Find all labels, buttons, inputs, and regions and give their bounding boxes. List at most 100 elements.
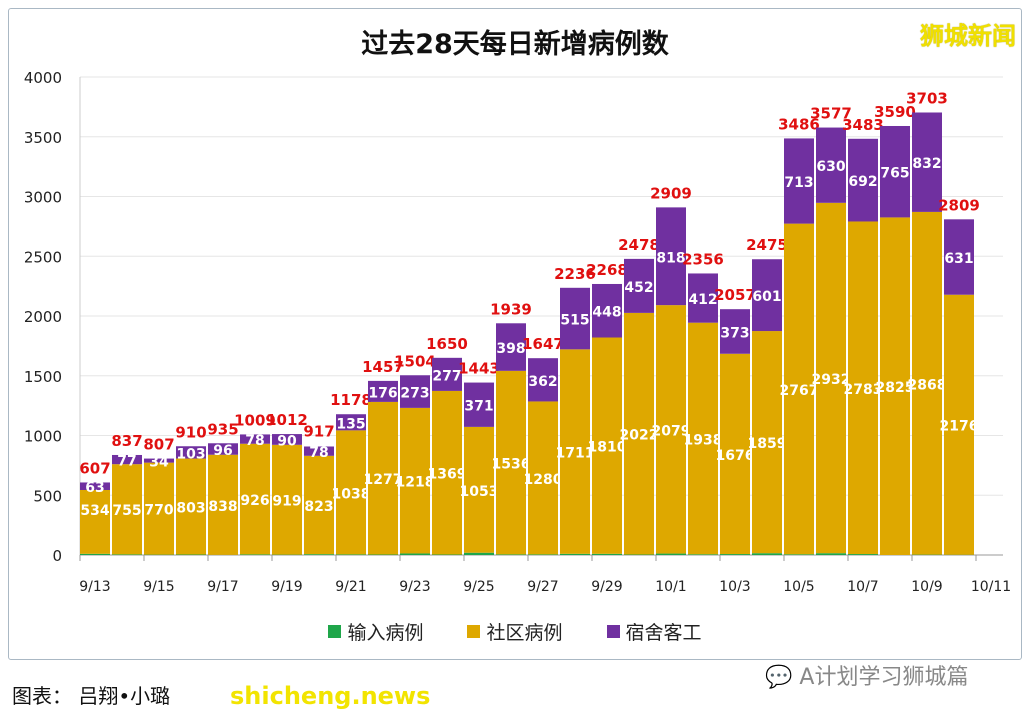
bar-dorm [304,446,334,456]
bar-dorm [624,258,654,313]
bar-community [944,294,974,555]
bar-imported [560,553,590,555]
bar-dorm [208,443,238,455]
bar-imported [464,552,494,555]
data-label-total: 1457 [362,358,404,376]
data-label-community: 1676 [716,448,755,464]
site-watermark: shicheng.news [230,682,431,710]
bar-community [112,464,142,555]
data-label-community: 803 [176,501,205,517]
data-label-dorm: 448 [592,305,621,321]
data-label-total: 3483 [842,116,884,134]
bar-community [720,353,750,555]
data-label-community: 823 [304,499,333,515]
bar-community [208,454,238,555]
data-label-total: 3703 [906,89,948,107]
bar-community [368,401,398,555]
data-label-total: 917 [303,422,334,440]
bar-imported [112,554,142,555]
bar-community [784,223,814,555]
data-label-total: 1012 [266,411,308,429]
bar-community [400,407,430,554]
x-tick-label: 9/17 [207,579,238,595]
data-label-community: 1280 [524,472,563,488]
legend-item-dorm: 宿舍客工 [606,618,702,645]
data-label-dorm: 96 [213,443,232,459]
bar-community [688,322,718,555]
legend-item-imported: 输入病例 [328,618,423,645]
bar-imported [400,553,430,555]
bar-dorm [336,414,366,431]
data-label-community: 2079 [652,423,691,439]
data-label-total: 910 [175,423,206,441]
bar-imported [848,554,878,555]
bar-dorm [464,382,494,427]
data-label-total: 2057 [714,286,756,304]
x-tick-label: 10/1 [655,579,686,595]
legend-label: 社区病例 [486,622,563,644]
bar-dorm [144,458,174,463]
data-label-dorm: 713 [784,175,813,191]
data-label-community: 1053 [460,484,499,500]
bar-dorm [400,375,430,408]
data-label-community: 2783 [844,382,883,398]
bar-community [240,443,270,555]
bar-community [528,401,558,555]
data-label-dorm: 515 [560,313,589,329]
bar-imported [240,554,270,555]
data-label-community: 2932 [812,372,851,388]
data-label-community: 2767 [780,383,819,399]
bar-imported [720,554,750,555]
data-label-community: 926 [240,493,269,509]
bar-community [880,217,910,555]
data-label-total: 2356 [682,250,724,268]
x-tick-label: 10/9 [911,579,942,595]
x-tick-label: 10/11 [971,579,1011,595]
account-name: A计划学习狮城篇 [799,665,969,690]
bar-community [912,211,942,555]
data-label-dorm: 398 [496,341,525,357]
x-tick-label: 9/21 [335,579,366,595]
bar-dorm [496,323,526,371]
y-tick-label: 2500 [24,248,62,266]
bar-imported [784,554,814,555]
x-tick-label: 10/5 [783,579,814,595]
data-label-dorm: 371 [464,399,493,415]
x-tick-label: 9/25 [463,579,494,595]
data-label-total: 1178 [330,391,372,409]
data-label-dorm: 273 [400,386,429,402]
data-label-dorm: 78 [245,433,264,449]
data-label-total: 2478 [618,236,660,254]
data-label-community: 1810 [588,440,627,456]
data-label-total: 607 [79,459,110,477]
data-label-community: 1277 [364,472,403,488]
bar-dorm [272,434,302,445]
data-label-community: 1859 [748,436,787,452]
data-label-dorm: 78 [309,445,328,461]
bar-imported [336,554,366,555]
bar-dorm [816,127,846,203]
bar-dorm [784,138,814,224]
bar-community [304,455,334,555]
legend-item-community: 社区病例 [467,618,563,645]
data-label-community: 755 [112,503,141,519]
y-tick-label: 2000 [24,308,62,326]
data-label-community: 919 [272,494,301,510]
bar-community [144,462,174,555]
y-tick-label: 3000 [24,189,62,207]
data-label-total: 837 [111,432,142,450]
data-label-community: 1536 [492,457,531,473]
bar-dorm [176,446,206,459]
bar-dorm [688,273,718,323]
data-label-community: 838 [208,499,237,515]
legend-label: 输入病例 [347,622,424,644]
bar-imported [688,554,718,555]
bar-dorm [592,283,622,338]
bar-imported [528,554,558,555]
bar-community [656,305,686,554]
bar-dorm [112,454,142,465]
bar-community [432,390,462,555]
data-label-community: 1038 [332,486,371,502]
data-label-dorm: 818 [656,250,685,266]
